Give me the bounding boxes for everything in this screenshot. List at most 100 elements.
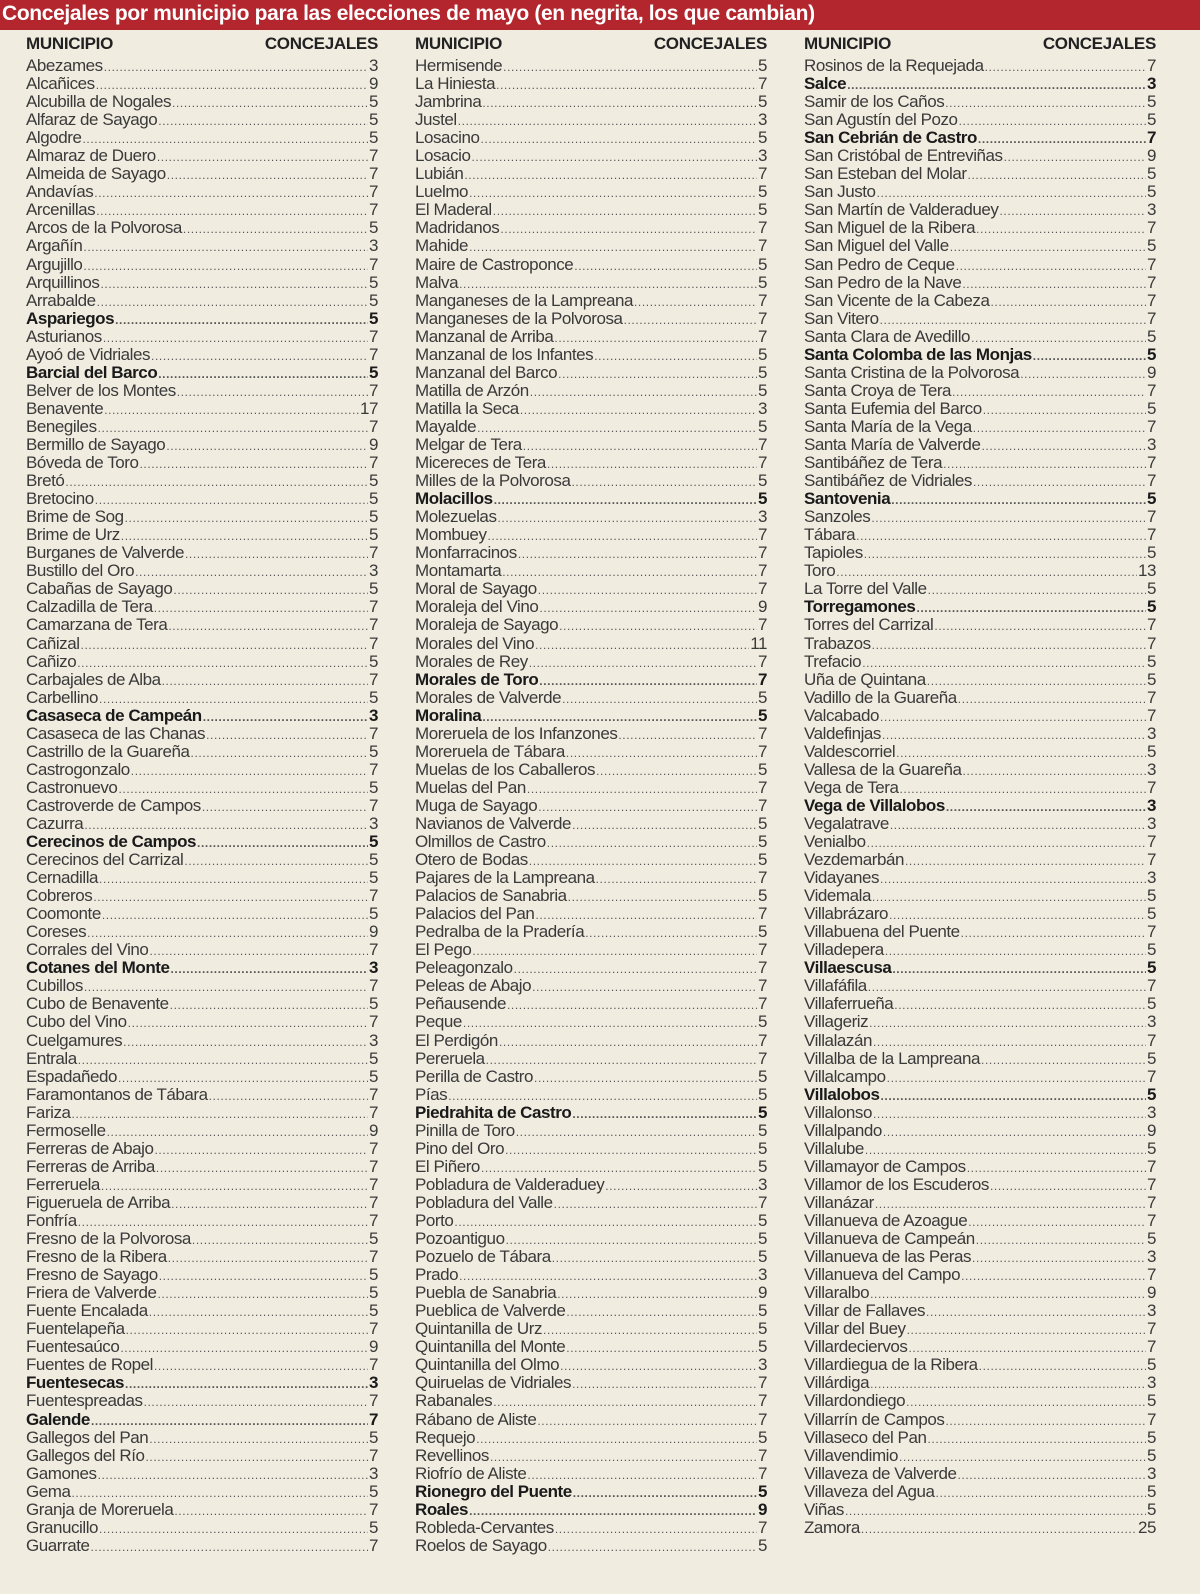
dot-leader	[502, 563, 757, 581]
dot-leader	[128, 1014, 368, 1032]
concejales-count: 7	[1146, 308, 1156, 328]
table-row: Trefacio 5	[804, 652, 1156, 671]
municipio-name: Villanueva del Campo	[804, 1265, 961, 1285]
table-row: Alfaraz de Sayago 5	[26, 111, 378, 129]
dot-leader	[464, 166, 757, 184]
municipio-name: Santa Croya de Tera	[804, 380, 952, 400]
municipio-name: Justel	[415, 110, 457, 130]
table-row: Cabañas de Sayago 5	[26, 580, 378, 598]
dot-leader	[957, 1466, 1146, 1484]
concejales-count: 7	[757, 1030, 767, 1050]
header-municipio: MUNICIPIO	[26, 34, 114, 53]
dot-leader	[154, 599, 368, 617]
dot-leader	[963, 762, 1146, 780]
municipio-name: Granucillo	[26, 1517, 99, 1537]
municipio-name: Almaraz de Duero	[26, 146, 156, 166]
table-row: Uña de Quintana 5	[804, 670, 1156, 689]
concejales-count: 13	[1137, 561, 1156, 581]
concejales-count: 7	[757, 723, 767, 743]
table-row: Cerecinos del Carrizal 5	[26, 851, 378, 869]
concejales-count: 5	[757, 200, 767, 220]
concejales-count: 5	[1146, 904, 1156, 924]
municipio-name: Peleas de Abajo	[415, 976, 532, 996]
dot-leader	[157, 148, 368, 166]
table-row: Santa Croya de Tera 7	[804, 380, 1156, 400]
table-row: Tapioles 5	[804, 544, 1156, 562]
concejales-count: 7	[1146, 471, 1156, 491]
municipio-name: Granja de Moreruela	[26, 1499, 174, 1519]
concejales-count: 3	[757, 146, 767, 166]
concejales-count: 5	[368, 1481, 378, 1501]
concejales-count: 7	[368, 1247, 378, 1267]
municipio-name: Malva	[415, 272, 459, 292]
concejales-count: 3	[368, 958, 378, 978]
municipio-name: Olmillos de Castro	[415, 832, 546, 852]
municipio-name: Argañín	[26, 236, 83, 256]
dot-leader	[185, 545, 368, 563]
header-municipio: MUNICIPIO	[415, 34, 503, 53]
municipio-name: Roelos de Sayago	[415, 1535, 547, 1555]
municipio-name: Morales de Valverde	[415, 687, 562, 707]
concejales-count: 5	[368, 272, 378, 292]
concejales-count: 7	[1146, 525, 1156, 545]
table-row: Muelas de los Caballeros 5	[415, 760, 767, 779]
dot-leader	[469, 184, 757, 202]
municipio-name: Manzanal de Arriba	[415, 326, 554, 346]
municipio-name: La Hiniesta	[415, 74, 496, 94]
concejales-count: 5	[1146, 597, 1156, 617]
table-row: Morales del Vino 11	[415, 634, 767, 653]
municipio-name: Manganeses de la Polvorosa	[415, 308, 623, 328]
column-header: MUNICIPIO CONCEJALES	[415, 34, 767, 54]
concejales-count: 7	[1146, 1409, 1156, 1429]
dot-leader	[973, 473, 1146, 491]
table-row: La Hiniesta 7	[415, 74, 767, 94]
table-row: Peñausende 7	[415, 995, 767, 1013]
municipio-name: Fariza	[26, 1102, 71, 1122]
table-row: Abezames 3	[26, 56, 378, 75]
table-row: Morales de Rey 7	[415, 652, 767, 671]
concejales-count: 5	[368, 308, 378, 328]
dot-leader	[899, 1448, 1146, 1466]
concejales-count: 3	[368, 1373, 378, 1393]
concejales-count: 7	[757, 525, 767, 545]
municipio-name: El Maderal	[415, 200, 492, 220]
municipio-name: Villalazán	[804, 1030, 872, 1050]
concejales-count: 7	[1146, 1337, 1156, 1357]
table-row: Carbellino 5	[26, 688, 378, 707]
table-row: El Perdigón 7	[415, 1030, 767, 1050]
dot-leader	[1020, 365, 1146, 383]
concejales-count: 3	[1146, 1247, 1156, 1267]
municipio-name: Pino del Oro	[415, 1138, 505, 1158]
concejales-count: 5	[1146, 344, 1156, 364]
dot-leader	[883, 1123, 1146, 1141]
dot-leader	[562, 690, 757, 708]
dot-leader	[520, 401, 757, 419]
dot-leader	[892, 960, 1146, 978]
dot-leader	[172, 94, 368, 112]
municipio-name: Villaescusa	[804, 958, 892, 978]
dot-leader	[573, 1484, 757, 1502]
concejales-count: 7	[368, 1499, 378, 1519]
table-row: Viñas 5	[804, 1500, 1156, 1519]
table-row: Pueblica de Valverde 5	[415, 1302, 767, 1320]
concejales-count: 7	[368, 1138, 378, 1158]
municipio-name: Almeida de Sayago	[26, 164, 166, 184]
concejales-count: 5	[1146, 958, 1156, 978]
concejales-count: 5	[757, 362, 767, 382]
municipio-name: San Cristóbal de Entreviñas	[804, 146, 1003, 166]
dot-leader	[72, 1105, 368, 1123]
concejales-count: 7	[368, 940, 378, 960]
table-row: Moreruela de Tábara 7	[415, 742, 767, 761]
municipio-name: Luelmo	[415, 182, 469, 202]
municipio-name: Villamayor de Campos	[804, 1156, 966, 1176]
dot-leader	[557, 1285, 757, 1303]
table-row: Vegalatrave 3	[804, 814, 1156, 833]
municipio-name: Salce	[804, 74, 847, 94]
municipio-name: San Justo	[804, 182, 876, 202]
dot-leader	[978, 130, 1146, 148]
dot-leader	[131, 762, 368, 780]
concejales-count: 7	[368, 669, 378, 689]
table-row: Ferreras de Abajo 7	[26, 1138, 378, 1158]
dot-leader	[144, 1393, 368, 1411]
concejales-count: 5	[1146, 1048, 1156, 1068]
